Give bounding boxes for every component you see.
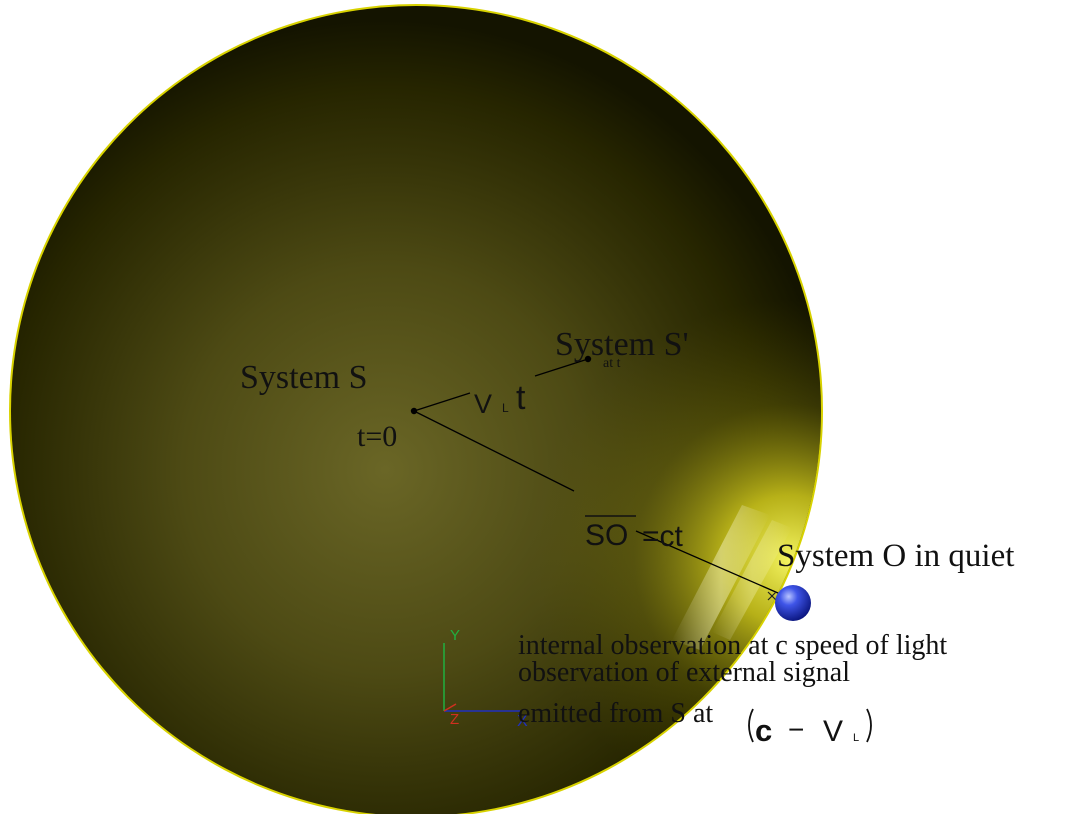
so-label: SO: [585, 519, 628, 552]
axis-x-label: X: [517, 713, 528, 730]
emitted-from-text: emitted from S at: [518, 698, 713, 729]
signal-line-segment-2: [635, 530, 779, 594]
point-s: [410, 407, 418, 415]
xyz-axes-icon: Y Z X: [443, 627, 528, 730]
light-sphere: [9, 4, 823, 814]
velocity-v: V: [474, 389, 492, 419]
system-s-prime-label: System S': [555, 326, 689, 363]
velocity-line-segment-1: [413, 392, 471, 412]
t-zero-label: t=0: [357, 420, 397, 453]
so-equals-ct: =ct: [642, 520, 684, 553]
signal-line-segment-1: [413, 410, 575, 492]
blue-sphere-icon: [775, 585, 811, 621]
formula-c: c: [755, 713, 772, 748]
formula-minus: −: [788, 714, 804, 745]
axis-y-label: Y: [450, 627, 460, 644]
system-s-label: System S: [240, 359, 368, 396]
internal-observation-text: internal observation at c speed of light: [518, 630, 947, 661]
point-s-prime: [584, 355, 592, 363]
observer-marker: [767, 591, 777, 601]
so-equation: SO =ct: [585, 515, 684, 553]
right-paren: [866, 708, 872, 743]
velocity-t: t: [516, 379, 526, 417]
formula-v: V: [823, 715, 843, 748]
velocity-label: V L t: [474, 379, 526, 419]
axis-z-label: Z: [450, 711, 459, 728]
vectors: [413, 358, 779, 594]
c-minus-v-formula: c − V L: [748, 708, 872, 748]
velocity-line-segment-2: [534, 358, 589, 377]
velocity-subscript: L: [502, 401, 509, 415]
formula-subscript: L: [853, 732, 859, 744]
external-signal-text: observation of external signal: [518, 657, 850, 688]
left-paren: [748, 708, 754, 743]
system-o-label: System O in quiet: [777, 538, 1014, 574]
at-t-label: at t: [603, 356, 621, 371]
